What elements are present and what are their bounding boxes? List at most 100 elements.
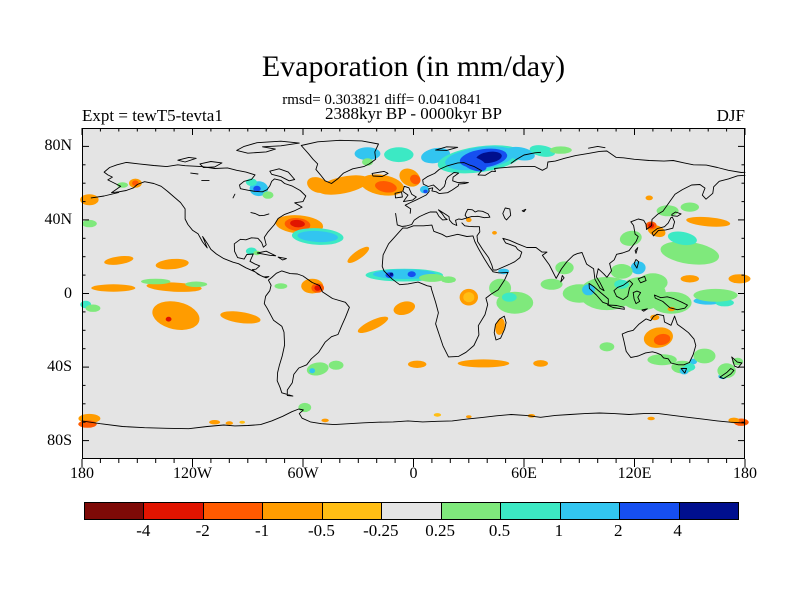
lat-tick-label: 80N — [44, 137, 72, 155]
season-label: DJF — [716, 106, 745, 125]
coastline — [81, 408, 746, 430]
anomaly-region — [684, 363, 696, 371]
anomaly-region — [410, 174, 421, 185]
anomaly-region — [492, 231, 497, 235]
anomaly-region — [540, 278, 563, 290]
lon-tick-label: 0 — [409, 465, 418, 482]
anomaly-region — [354, 147, 381, 161]
anomaly-region — [314, 285, 321, 291]
coastline — [641, 308, 648, 312]
coastline — [493, 315, 507, 341]
colorbar-segment — [500, 503, 560, 519]
anomaly-region — [728, 417, 740, 424]
anomaly-region — [489, 278, 512, 298]
coastline — [633, 259, 640, 269]
anomaly-region — [647, 354, 677, 366]
anomaly-region — [220, 311, 261, 324]
anomaly-region — [501, 292, 517, 302]
anomaly-region — [393, 301, 416, 316]
anomaly-region — [307, 177, 329, 193]
colorbar — [84, 502, 739, 520]
anomaly-region — [85, 304, 101, 312]
colorbar-level-label: 0.5 — [488, 521, 511, 540]
coastline — [521, 208, 527, 213]
coastline — [719, 368, 735, 380]
coastline — [651, 216, 676, 237]
anomaly-region — [347, 246, 370, 263]
anomaly-region — [298, 402, 312, 413]
anomaly-region — [441, 276, 456, 283]
anomaly-region — [362, 158, 373, 166]
anomaly-region — [614, 279, 629, 289]
lon-tick-label: 180 — [733, 465, 757, 482]
anomaly-region — [653, 333, 671, 346]
anomaly-region — [466, 415, 472, 419]
map-frame — [82, 128, 745, 459]
anomaly-region — [357, 316, 389, 333]
coastline — [199, 161, 223, 168]
coastline — [461, 174, 746, 292]
coastline — [606, 304, 625, 310]
anomaly-region — [463, 292, 475, 303]
coastline — [402, 185, 417, 203]
colorbar-level-label: 2 — [614, 521, 623, 540]
coastline — [731, 356, 743, 369]
period-label: 2388kyr BP - 0000kyr BP — [325, 104, 502, 123]
anomaly-region — [423, 189, 428, 194]
coastline — [90, 191, 120, 199]
anomaly-region — [419, 273, 445, 282]
coastlines-group — [81, 139, 746, 430]
anomaly-region — [638, 273, 668, 292]
anomaly-region — [495, 318, 505, 335]
anomaly-region — [555, 261, 574, 275]
anomaly-region — [389, 272, 394, 276]
anomaly-region — [582, 284, 595, 296]
anomaly-region — [253, 185, 261, 192]
anomaly-region — [104, 255, 134, 265]
anomaly-region — [647, 416, 655, 421]
anomaly-region — [505, 146, 535, 161]
lat-tick-label: 80S — [47, 431, 72, 449]
lat-tick-label: 40S — [47, 358, 72, 376]
coastline — [653, 294, 688, 311]
anomaly-region — [132, 180, 139, 186]
world-map-plot — [78, 128, 751, 467]
colorbar-segment — [678, 503, 738, 519]
coastline — [502, 207, 512, 221]
coastline — [560, 275, 565, 283]
coastline — [232, 193, 236, 199]
anomaly-region — [141, 278, 171, 285]
lat-tick-label: 0 — [64, 284, 72, 302]
coastline — [613, 280, 634, 301]
coastline — [671, 211, 682, 217]
anomaly-region — [645, 195, 653, 201]
map-canvas — [78, 128, 751, 467]
anomaly-region — [117, 182, 128, 188]
coastline — [404, 150, 746, 214]
rmsd-diff-stats: rmsd= 0.303821 diff= 0.0410841 — [282, 92, 482, 108]
anomaly-region — [549, 146, 572, 154]
coastline — [621, 313, 697, 366]
colorbar-segment — [321, 503, 382, 519]
colorbar-level-label: -4 — [136, 521, 151, 540]
colorbar-segment — [202, 503, 263, 519]
anomaly-region — [239, 420, 245, 424]
anomaly-region — [384, 147, 414, 163]
coastline — [588, 282, 609, 305]
colorbar-level-label: 1 — [554, 521, 564, 540]
anomaly-region — [433, 413, 442, 417]
lon-tick-label: 60W — [287, 465, 319, 482]
anomaly-region — [533, 360, 548, 367]
anomaly-region — [185, 281, 208, 288]
anomaly-region — [686, 216, 731, 227]
anomaly-region — [466, 217, 472, 223]
anomaly-region — [407, 271, 416, 278]
anomaly-region — [599, 342, 615, 352]
coastline — [588, 145, 606, 149]
coastline — [371, 170, 389, 177]
coastline — [680, 368, 688, 374]
coastline — [381, 224, 509, 358]
colorbar-segment — [262, 503, 322, 519]
coastline — [177, 156, 197, 163]
